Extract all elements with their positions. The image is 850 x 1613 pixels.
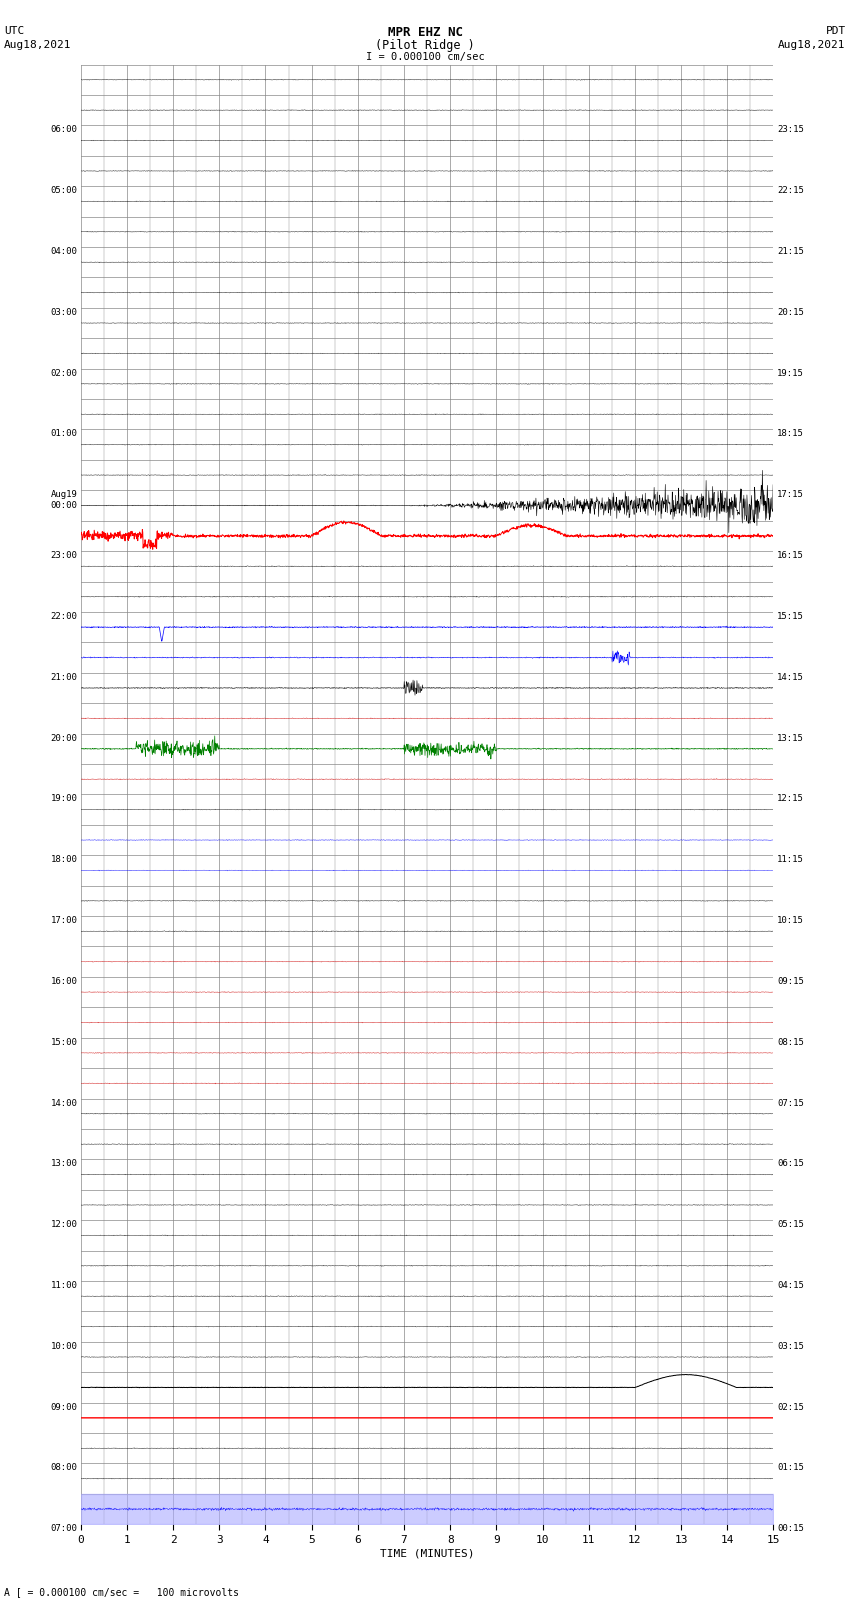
Text: 16:15: 16:15: [777, 552, 804, 560]
Text: 13:00: 13:00: [50, 1160, 77, 1168]
Text: 03:15: 03:15: [777, 1342, 804, 1350]
Text: 09:00: 09:00: [50, 1403, 77, 1411]
Text: 23:15: 23:15: [777, 126, 804, 134]
Text: 18:15: 18:15: [777, 429, 804, 439]
Text: 19:15: 19:15: [777, 369, 804, 377]
Text: 21:00: 21:00: [50, 673, 77, 682]
Text: 07:00: 07:00: [50, 1524, 77, 1534]
Text: 05:15: 05:15: [777, 1219, 804, 1229]
Text: 10:15: 10:15: [777, 916, 804, 924]
Text: 12:15: 12:15: [777, 794, 804, 803]
Text: 22:15: 22:15: [777, 185, 804, 195]
Text: I = 0.000100 cm/sec: I = 0.000100 cm/sec: [366, 52, 484, 61]
Text: 03:00: 03:00: [50, 308, 77, 316]
Text: 01:00: 01:00: [50, 429, 77, 439]
Text: 16:00: 16:00: [50, 977, 77, 986]
Text: 15:15: 15:15: [777, 611, 804, 621]
Text: 12:00: 12:00: [50, 1219, 77, 1229]
Text: 02:15: 02:15: [777, 1403, 804, 1411]
Text: 20:15: 20:15: [777, 308, 804, 316]
Text: A [ = 0.000100 cm/sec =   100 microvolts: A [ = 0.000100 cm/sec = 100 microvolts: [4, 1587, 239, 1597]
Text: 06:15: 06:15: [777, 1160, 804, 1168]
Text: 17:00: 17:00: [50, 916, 77, 924]
Text: 23:00: 23:00: [50, 552, 77, 560]
Text: UTC: UTC: [4, 26, 25, 35]
Text: 15:00: 15:00: [50, 1037, 77, 1047]
Text: 18:00: 18:00: [50, 855, 77, 865]
Text: 21:15: 21:15: [777, 247, 804, 256]
Text: Aug18,2021: Aug18,2021: [4, 40, 71, 50]
Text: 10:00: 10:00: [50, 1342, 77, 1350]
Text: (Pilot Ridge ): (Pilot Ridge ): [375, 39, 475, 52]
Text: MPR EHZ NC: MPR EHZ NC: [388, 26, 462, 39]
Text: 04:00: 04:00: [50, 247, 77, 256]
Text: 22:00: 22:00: [50, 611, 77, 621]
X-axis label: TIME (MINUTES): TIME (MINUTES): [380, 1548, 474, 1558]
Text: 00:15: 00:15: [777, 1524, 804, 1534]
Text: 05:00: 05:00: [50, 185, 77, 195]
Text: 08:15: 08:15: [777, 1037, 804, 1047]
Text: 19:00: 19:00: [50, 794, 77, 803]
Text: 11:15: 11:15: [777, 855, 804, 865]
Text: 14:15: 14:15: [777, 673, 804, 682]
Text: 02:00: 02:00: [50, 369, 77, 377]
Text: 20:00: 20:00: [50, 734, 77, 742]
Text: Aug19
00:00: Aug19 00:00: [50, 490, 77, 510]
Text: 14:00: 14:00: [50, 1098, 77, 1108]
Text: 04:15: 04:15: [777, 1281, 804, 1290]
Text: 01:15: 01:15: [777, 1463, 804, 1473]
Text: 09:15: 09:15: [777, 977, 804, 986]
Text: Aug18,2021: Aug18,2021: [779, 40, 846, 50]
Text: 07:15: 07:15: [777, 1098, 804, 1108]
Text: 06:00: 06:00: [50, 126, 77, 134]
Text: 17:15: 17:15: [777, 490, 804, 500]
Text: PDT: PDT: [825, 26, 846, 35]
Text: 13:15: 13:15: [777, 734, 804, 742]
Text: 11:00: 11:00: [50, 1281, 77, 1290]
Text: 08:00: 08:00: [50, 1463, 77, 1473]
